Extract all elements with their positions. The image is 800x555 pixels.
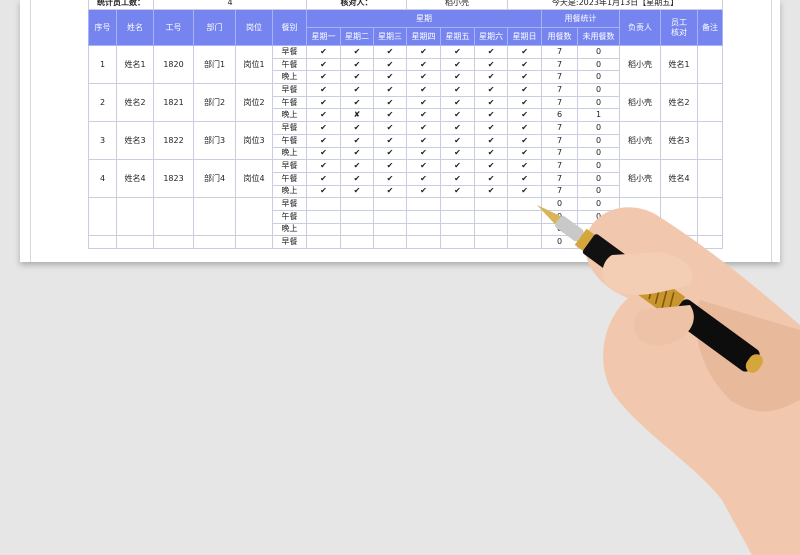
meal-table: 统计员工数： 4 核对人： 稻小壳 今天是:2023年1月13日【星期五】 序号…	[88, 0, 724, 249]
column-header: 负责人	[619, 9, 662, 46]
day-mark: ✔	[406, 45, 442, 59]
employee-no: 1	[88, 44, 117, 85]
blank-cell	[474, 235, 509, 249]
weekday-header: 星期一	[306, 27, 342, 46]
employee-id: 1822	[153, 121, 194, 161]
meal-row: 晚上 ✔ ✔ ✔ ✔ ✔ ✔ ✔ 7 0	[89, 184, 723, 199]
remark	[697, 121, 724, 161]
pen-nib	[537, 205, 561, 225]
meal-row: 4 姓名4 1823 部门4 岗位4 早餐 ✔ ✔ ✔ ✔ ✔ ✔ ✔ 7 0 稻小壳 姓名4	[88, 159, 724, 199]
spreadsheet: 统计员工数： 4 核对人： 稻小壳 今天是:2023年1月13日【星期五】 序号…	[20, 0, 780, 262]
blank-row: 午餐00	[89, 209, 723, 224]
column-header: 用餐统计	[541, 9, 621, 28]
day-mark: ✔	[474, 45, 509, 59]
remark	[697, 44, 724, 85]
employee-post: 岗位4	[235, 159, 273, 199]
remark	[697, 83, 724, 123]
weekday-header: 星期五	[440, 27, 476, 46]
eaten: 7	[541, 45, 579, 59]
header-row: 星期一 星期二 星期三 星期四 星期五 星期六 星期日 用餐数 未用餐数	[89, 27, 723, 46]
employee-dept: 部门2	[193, 83, 236, 123]
pen-cap	[672, 299, 760, 372]
meal-row: 午餐 ✔ ✔ ✔ ✔ ✔ ✔ ✔ 7 0	[89, 95, 723, 110]
thumb	[634, 305, 694, 346]
column-header: 餐别	[271, 9, 308, 46]
employee-post: 岗位3	[235, 121, 273, 161]
employee-name: 姓名2	[116, 83, 154, 123]
column-header: 工号	[153, 9, 194, 46]
meal-row: 2 姓名2 1821 部门2 岗位2 早餐 ✔ ✔ ✔ ✔ ✔ ✔ ✔ 7 0 稻小壳 姓名2	[88, 83, 724, 123]
weekday-header: 星期三	[373, 27, 408, 46]
employee-owner: 稻小壳	[619, 44, 662, 85]
remark	[697, 159, 724, 199]
meal-row: 午餐 ✔ ✔ ✔ ✔ ✔ ✔ ✔ 7 0	[89, 57, 723, 72]
meal-row: 1 姓名1 1820 部门1 岗位1 早餐 ✔ ✔ ✔ ✔ ✔ ✔ ✔ 7 0 稻小壳 姓名1	[88, 44, 724, 85]
blank-cell	[697, 197, 724, 237]
blank-cell	[153, 197, 194, 237]
day-mark: ✔	[507, 45, 543, 59]
weekday-header: 星期六	[474, 27, 509, 46]
meal-row: 晚上 ✔ ✔ ✔ ✔ ✔ ✔ ✔ 7 0	[89, 70, 723, 85]
meal-row: 午餐 ✔ ✔ ✔ ✔ ✔ ✔ ✔ 7 0	[89, 133, 723, 148]
stat-header: 未用餐数	[577, 27, 621, 46]
employee-id: 1821	[153, 83, 194, 123]
day-mark: ✔	[373, 45, 408, 59]
employee-dept: 部门4	[193, 159, 236, 199]
blank-cell	[697, 235, 724, 249]
employee-post: 岗位1	[235, 44, 273, 85]
blank-cell	[193, 197, 236, 237]
day-mark: ✔	[306, 45, 342, 59]
column-header: 姓名	[116, 9, 154, 46]
info-row: 统计员工数： 4 核对人： 稻小壳 今天是:2023年1月13日【星期五】	[88, 0, 724, 10]
meal: 午餐	[271, 133, 308, 148]
blank-cell	[116, 197, 154, 237]
column-header: 岗位	[235, 9, 273, 46]
pen-end	[745, 354, 763, 373]
employee-owner: 稻小壳	[619, 121, 662, 161]
meal: 早餐	[271, 235, 308, 249]
eaten: 0	[541, 235, 579, 249]
weekday-header: 星期二	[340, 27, 375, 46]
meal: 早餐	[271, 45, 308, 59]
meal-row: 晚上 ✔ ✘ ✔ ✔ ✔ ✔ ✔ 6 1	[89, 108, 723, 123]
column-header: 员工核对	[660, 9, 699, 46]
employee-dept: 部门1	[193, 44, 236, 85]
meal: 早餐	[271, 197, 308, 211]
finger	[602, 252, 693, 295]
column-header: 序号	[88, 9, 117, 46]
header-row: 序号 姓名 工号 部门 岗位 餐别 星期 用餐统计 负责人 员工核对 备注	[88, 9, 724, 46]
employee-no: 2	[88, 83, 117, 123]
meal-row: 3 姓名3 1822 部门3 岗位3 早餐 ✔ ✔ ✔ ✔ ✔ ✔ ✔ 7 0 稻小壳 姓名3	[88, 121, 724, 161]
blank-cell	[235, 197, 273, 237]
employee-post: 岗位2	[235, 83, 273, 123]
table-body: 统计员工数： 4 核对人： 稻小壳 今天是:2023年1月13日【星期五】 序号…	[88, 0, 724, 249]
sheet-border	[30, 0, 772, 262]
employee-name: 姓名3	[116, 121, 154, 161]
day-mark: ✔	[440, 45, 476, 59]
employee-verify: 姓名1	[660, 44, 699, 85]
pen-ring	[574, 228, 595, 251]
pen-grip	[555, 215, 584, 242]
stat-header: 用餐数	[541, 27, 579, 46]
